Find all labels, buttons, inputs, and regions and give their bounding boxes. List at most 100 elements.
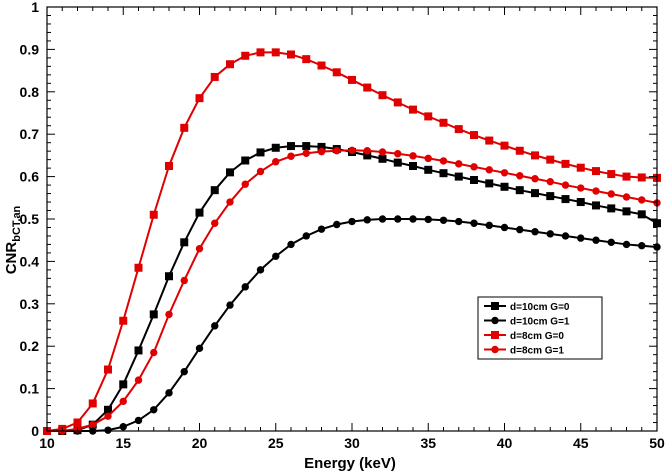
x-tick-label: 45 bbox=[573, 435, 589, 451]
y-tick-label: 0.3 bbox=[20, 296, 40, 312]
data-point bbox=[317, 225, 326, 233]
data-point bbox=[561, 232, 570, 240]
data-point bbox=[104, 412, 112, 420]
data-point bbox=[638, 242, 646, 250]
data-point bbox=[515, 186, 524, 195]
data-point bbox=[592, 236, 600, 244]
data-point bbox=[150, 406, 158, 414]
y-tick-label: 0.9 bbox=[20, 41, 40, 57]
series-d-8cm-g-0 bbox=[43, 48, 661, 435]
data-point bbox=[378, 154, 387, 163]
data-point bbox=[531, 175, 539, 183]
data-point bbox=[607, 204, 616, 213]
series-line bbox=[47, 145, 658, 432]
data-point bbox=[180, 367, 188, 376]
data-point bbox=[546, 177, 554, 186]
data-point bbox=[119, 380, 128, 389]
y-axis-title-subscript: bCT,an bbox=[11, 205, 23, 241]
data-point bbox=[378, 91, 387, 100]
data-point bbox=[317, 147, 326, 156]
data-point bbox=[561, 195, 570, 204]
y-axis-title: CNRbCT,an bbox=[3, 205, 23, 274]
data-point bbox=[348, 217, 356, 226]
data-point bbox=[409, 162, 417, 170]
series-d-8cm-g-1 bbox=[43, 146, 661, 435]
data-point bbox=[180, 238, 189, 247]
data-point bbox=[332, 68, 341, 77]
legend-label: d=10cm G=0 bbox=[510, 302, 570, 313]
x-tick-label: 35 bbox=[420, 435, 436, 451]
data-point bbox=[576, 163, 585, 172]
y-tick-label: 0.8 bbox=[20, 84, 40, 100]
data-point bbox=[317, 142, 326, 151]
data-point bbox=[592, 187, 600, 195]
data-point bbox=[607, 170, 616, 179]
data-point bbox=[256, 266, 265, 274]
data-point bbox=[134, 376, 143, 384]
data-point bbox=[119, 397, 127, 406]
y-tick-label: 1 bbox=[31, 0, 39, 15]
x-tick-label: 10 bbox=[39, 435, 55, 451]
data-point bbox=[439, 157, 448, 165]
x-axis-title: Energy (keV) bbox=[304, 455, 396, 471]
data-point bbox=[165, 389, 173, 397]
data-point bbox=[577, 234, 585, 242]
data-point bbox=[439, 216, 448, 224]
x-tick-label: 25 bbox=[268, 435, 284, 451]
data-point bbox=[561, 159, 570, 168]
data-point bbox=[576, 198, 585, 207]
data-point bbox=[516, 225, 524, 234]
data-point bbox=[241, 180, 249, 188]
data-point bbox=[577, 184, 585, 192]
data-point bbox=[241, 156, 250, 165]
data-point bbox=[592, 167, 600, 176]
data-point bbox=[195, 94, 204, 103]
data-point bbox=[439, 169, 448, 178]
data-point bbox=[500, 169, 509, 177]
legend-marker bbox=[491, 316, 499, 325]
data-point bbox=[470, 175, 478, 184]
y-tick-label: 0.7 bbox=[20, 126, 40, 142]
y-tick-label: 0.2 bbox=[20, 338, 40, 354]
series-line bbox=[47, 149, 658, 432]
data-point bbox=[409, 105, 417, 114]
data-point bbox=[607, 190, 615, 198]
y-tick-label: 0.1 bbox=[20, 381, 40, 397]
data-point bbox=[637, 210, 646, 219]
data-point bbox=[424, 165, 433, 174]
data-point bbox=[546, 230, 554, 238]
data-point bbox=[515, 146, 524, 155]
x-tick-label: 15 bbox=[115, 435, 131, 451]
data-point bbox=[363, 151, 372, 160]
legend-marker bbox=[491, 302, 499, 310]
data-point bbox=[287, 152, 295, 160]
data-point bbox=[302, 55, 311, 64]
axes: 10 15 20 25 30 35 40 45 50 0 0.1 0.2 0.3 0.4 0.5 0.6 0.7… bbox=[20, 0, 665, 451]
series-line bbox=[46, 51, 658, 432]
data-point bbox=[180, 123, 189, 132]
data-point bbox=[165, 310, 173, 319]
data-point bbox=[89, 420, 97, 429]
data-point bbox=[271, 143, 280, 152]
data-point bbox=[134, 263, 143, 272]
data-point bbox=[73, 418, 82, 427]
data-point bbox=[256, 148, 265, 157]
data-point bbox=[424, 215, 432, 224]
data-point bbox=[180, 276, 188, 285]
data-point bbox=[470, 219, 478, 227]
data-point bbox=[333, 147, 341, 155]
data-point bbox=[607, 238, 615, 247]
plot-area bbox=[43, 48, 661, 435]
data-point bbox=[363, 147, 371, 155]
data-point bbox=[287, 240, 295, 249]
data-point bbox=[302, 142, 311, 151]
data-point bbox=[409, 152, 417, 160]
data-point bbox=[622, 240, 631, 249]
data-point bbox=[195, 244, 204, 253]
data-point bbox=[531, 189, 539, 198]
data-point bbox=[210, 72, 219, 81]
data-point bbox=[241, 51, 250, 60]
data-point bbox=[149, 310, 158, 319]
data-point bbox=[637, 173, 646, 182]
